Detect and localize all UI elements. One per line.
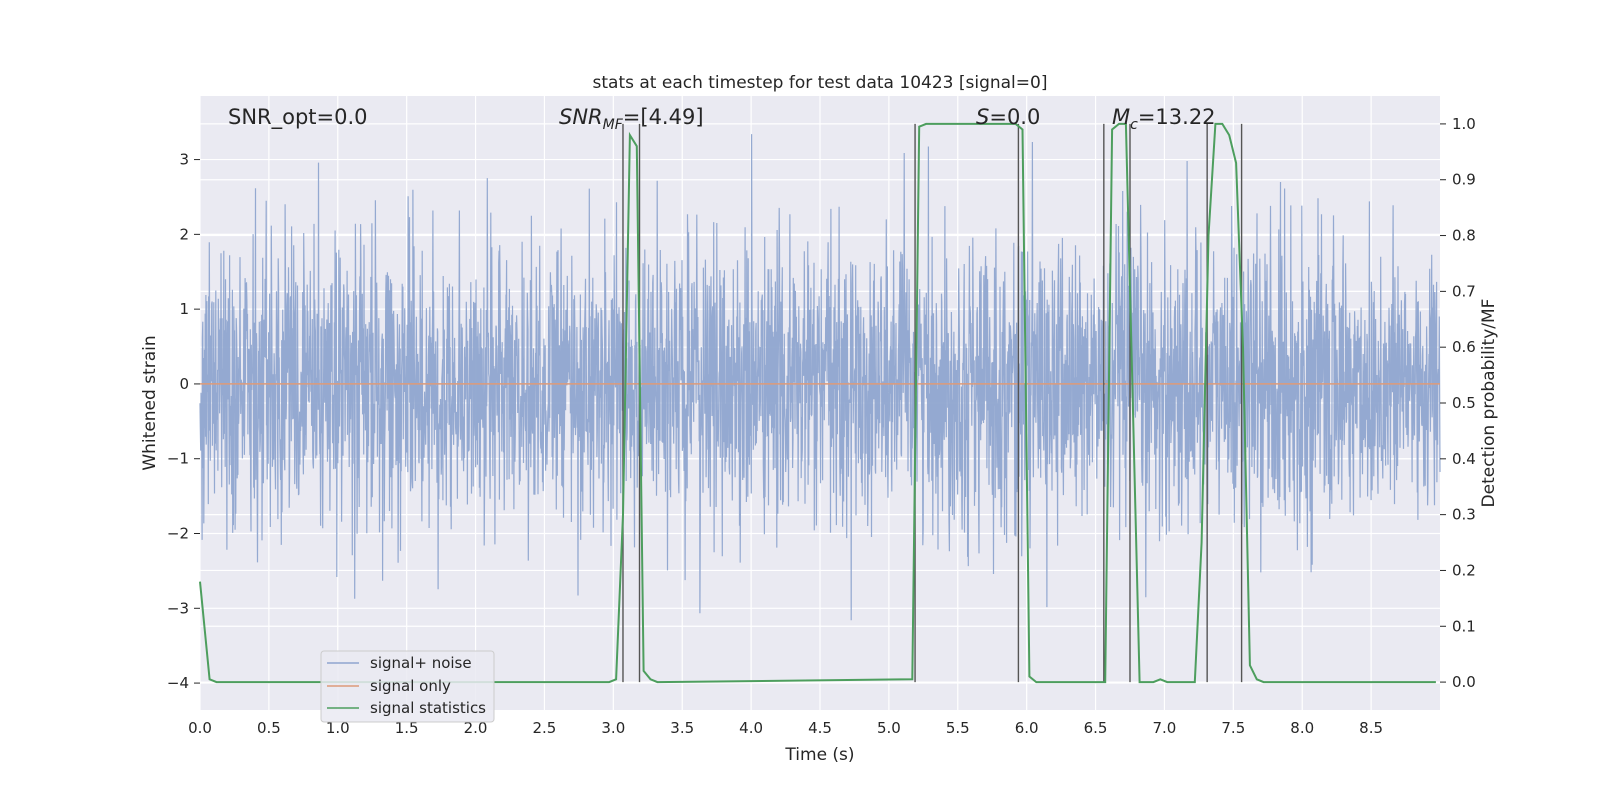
annotation-s-value: =0.0 [989, 105, 1040, 129]
y-tick-label: −1 [167, 450, 189, 468]
y-tick-label: −2 [167, 525, 189, 543]
x-tick-label: 0.5 [257, 719, 281, 737]
x-tick-label: 6.0 [1015, 719, 1039, 737]
annotation-snr-mf-symbol: SNR [559, 105, 603, 129]
annotation-snr-mf: SNRMF=[4.49] [559, 105, 704, 133]
y2-axis-label: Detection probability/MF [1479, 299, 1499, 508]
y-tick-label: 3 [179, 151, 189, 169]
annotation-snr-mf-value: =[4.49] [623, 105, 704, 129]
x-tick-label: 8.5 [1359, 719, 1383, 737]
legend-label-signal-only: signal only [370, 677, 451, 695]
x-tick-label: 1.0 [326, 719, 350, 737]
legend: signal+ noise signal only signal statist… [320, 650, 495, 723]
legend-label-signal-noise: signal+ noise [370, 654, 472, 672]
x-axis-label: Time (s) [784, 745, 854, 765]
annotation-mc: Mc=13.22 [1112, 105, 1216, 133]
y2-tick-label: 0.0 [1452, 673, 1476, 691]
y2-tick-label: 0.8 [1452, 227, 1476, 245]
y2-tick-label: 0.4 [1452, 450, 1476, 468]
x-tick-label: 6.5 [1084, 719, 1108, 737]
x-tick-label: 3.0 [601, 719, 625, 737]
noise-layer [199, 134, 1441, 621]
x-tick-label: 1.5 [395, 719, 419, 737]
y2-tick-label: 0.6 [1452, 338, 1476, 356]
marker-layer [199, 122, 1436, 684]
y-tick-label: 0 [179, 375, 189, 393]
x-tick-label: 5.0 [877, 719, 901, 737]
signal-noise-line [199, 134, 1441, 621]
y2-tick-label: 0.9 [1452, 171, 1476, 189]
annotation-mc-value: =13.22 [1138, 105, 1216, 129]
x-tick-label: 3.5 [670, 719, 694, 737]
x-tick-label: 2.0 [464, 719, 488, 737]
y-tick-label: 2 [179, 225, 189, 243]
annotation-s: S=0.0 [976, 105, 1040, 129]
tick-layer: 0.0 0.5 1.0 1.5 2.0 2.5 3.0 3.5 4.0 4.5 5.0 5.5 6.0 6… [167, 115, 1476, 737]
x-tick-label: 5.5 [946, 719, 970, 737]
annotation-s-symbol: S [976, 105, 989, 129]
legend-label-signal-statistics: signal statistics [370, 699, 486, 717]
y2-tick-label: 1.0 [1452, 115, 1476, 133]
x-tick-label: 7.0 [1153, 719, 1177, 737]
x-tick-label: 7.5 [1221, 719, 1245, 737]
y2-tick-label: 0.5 [1452, 394, 1476, 412]
y2-tick-label: 0.1 [1452, 617, 1476, 635]
x-tick-label: 0.0 [188, 719, 212, 737]
chart-title: stats at each timestep for test data 104… [593, 73, 1048, 93]
y-tick-label: −4 [167, 674, 189, 692]
annotation-snr-opt: SNR_opt=0.0 [228, 105, 368, 130]
x-tick-label: 8.0 [1290, 719, 1314, 737]
y2-tick-label: 0.2 [1452, 561, 1476, 579]
annotation-mc-symbol: M [1112, 105, 1130, 129]
y-tick-label: 1 [179, 300, 189, 318]
signal-statistics-line [199, 122, 1436, 684]
x-tick-label: 4.0 [739, 719, 763, 737]
y2-tick-label: 0.7 [1452, 282, 1476, 300]
x-tick-label: 4.5 [808, 719, 832, 737]
y2-tick-label: 0.3 [1452, 506, 1476, 524]
y-axis-label: Whitened strain [140, 335, 160, 470]
x-tick-label: 2.5 [533, 719, 557, 737]
annotation-snr-mf-subscript: MF [603, 117, 624, 133]
legend-box [320, 650, 495, 723]
y-tick-label: −3 [167, 599, 189, 617]
annotation-mc-subscript: c [1130, 117, 1138, 133]
